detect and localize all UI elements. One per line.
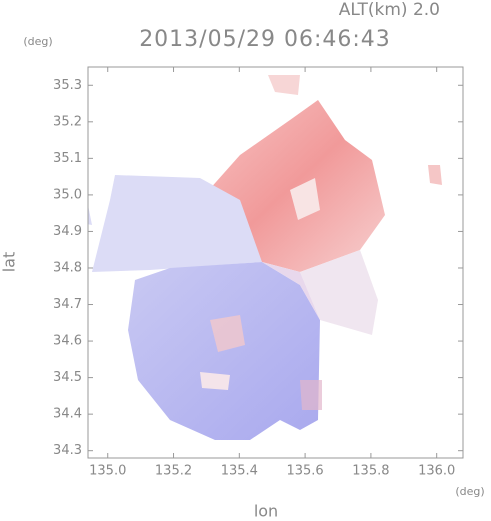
y-tick-label: 35.2 xyxy=(53,114,82,129)
y-tick-label: 34.6 xyxy=(53,334,82,349)
x-tick-label: 135.6 xyxy=(286,464,323,479)
x-unit: (deg) xyxy=(455,485,484,498)
y-tick-label: 34.4 xyxy=(53,407,82,422)
altitude-label: ALT(km) 2.0 xyxy=(339,0,440,20)
x-tick-label: 135.4 xyxy=(221,464,258,479)
y-tick-label: 35.0 xyxy=(53,187,82,202)
y-tick-label: 34.9 xyxy=(53,224,82,239)
chart-title: 2013/05/29 06:46:43 xyxy=(139,27,391,52)
velocity-field xyxy=(88,75,442,440)
x-axis-label: lon xyxy=(254,502,278,521)
approaching-region xyxy=(92,175,262,272)
approaching-region xyxy=(128,262,320,440)
clutter xyxy=(290,178,320,220)
y-unit: (deg) xyxy=(23,35,52,48)
receding-patch xyxy=(268,75,300,95)
y-axis-label: lat xyxy=(0,252,19,273)
mixed-region xyxy=(300,250,378,335)
plot-frame xyxy=(87,66,464,459)
y-tick-label: 34.3 xyxy=(53,443,82,458)
x-tick-label: 135.0 xyxy=(89,464,126,479)
y-tick-label: 34.8 xyxy=(53,260,82,275)
x-tick-label: 135.2 xyxy=(155,464,192,479)
y-tick-label: 34.7 xyxy=(53,297,82,312)
y-tick-label: 34.5 xyxy=(53,370,82,385)
clutter xyxy=(210,315,245,352)
clutter xyxy=(300,380,322,410)
y-tick-label: 35.3 xyxy=(53,78,82,93)
x-tick-label: 135.8 xyxy=(352,464,389,479)
receding-patch xyxy=(428,165,442,185)
mixed-region xyxy=(262,262,320,320)
clutter xyxy=(200,372,230,390)
x-tick-label: 136.0 xyxy=(418,464,455,479)
y-tick-label: 35.1 xyxy=(53,151,82,166)
approaching-patch xyxy=(88,205,92,225)
